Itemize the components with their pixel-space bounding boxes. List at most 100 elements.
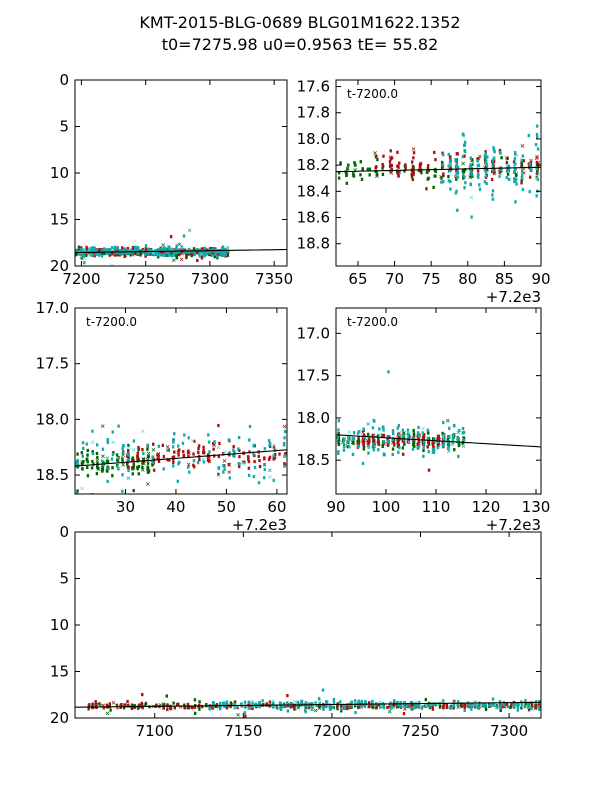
data-point bbox=[317, 697, 321, 701]
data-point bbox=[321, 704, 324, 708]
axes-frame bbox=[74, 531, 542, 719]
data-point bbox=[484, 170, 488, 174]
data-point bbox=[522, 159, 525, 163]
data-point bbox=[175, 244, 178, 248]
data-point bbox=[418, 167, 422, 171]
data-point bbox=[151, 455, 154, 459]
data-point bbox=[373, 151, 377, 155]
data-point bbox=[141, 465, 144, 469]
data-point bbox=[354, 704, 357, 708]
x-tick-label: 75 bbox=[422, 270, 441, 288]
data-point bbox=[93, 248, 96, 252]
data-point bbox=[381, 164, 385, 168]
data-point bbox=[121, 460, 124, 464]
data-point bbox=[390, 163, 393, 168]
data-point bbox=[173, 450, 176, 454]
data-point bbox=[209, 251, 212, 255]
data-point bbox=[401, 428, 405, 432]
data-point bbox=[432, 444, 435, 448]
panel-p4: 90 100 110 120 130 17.0 17.5 18.0 18.5 t-7200.0 +7… bbox=[297, 307, 550, 534]
data-point bbox=[167, 252, 171, 256]
data-point bbox=[395, 169, 399, 173]
data-point bbox=[520, 702, 524, 706]
data-point bbox=[137, 472, 141, 476]
data-point bbox=[193, 698, 197, 702]
data-point bbox=[214, 252, 217, 256]
data-point bbox=[352, 173, 355, 177]
data-point bbox=[476, 159, 479, 163]
data-point bbox=[180, 252, 184, 256]
data-point bbox=[376, 440, 380, 444]
data-point bbox=[528, 190, 531, 194]
data-point bbox=[360, 704, 363, 708]
data-point bbox=[378, 705, 382, 709]
data-point bbox=[527, 133, 531, 138]
data-point bbox=[403, 704, 406, 708]
data-point bbox=[121, 473, 124, 477]
data-point bbox=[257, 454, 260, 459]
data-point bbox=[96, 443, 99, 447]
data-point bbox=[213, 440, 216, 444]
data-point bbox=[106, 469, 109, 473]
data-point bbox=[203, 251, 206, 255]
data-point bbox=[228, 453, 231, 457]
data-point bbox=[433, 174, 436, 178]
data-point bbox=[499, 167, 503, 171]
data-point bbox=[442, 443, 445, 447]
data-point bbox=[357, 436, 360, 440]
data-point bbox=[440, 160, 444, 165]
data-point bbox=[471, 704, 474, 709]
data-point bbox=[123, 703, 127, 707]
data-point bbox=[90, 246, 94, 250]
data-point bbox=[528, 175, 532, 179]
data-point bbox=[404, 166, 407, 171]
data-point bbox=[87, 501, 89, 504]
data-point bbox=[364, 701, 368, 705]
data-point bbox=[225, 706, 229, 710]
data-point bbox=[407, 440, 412, 444]
data-point bbox=[426, 177, 429, 181]
data-point bbox=[177, 444, 180, 448]
data-point bbox=[426, 166, 430, 170]
data-point bbox=[442, 180, 445, 184]
data-point bbox=[258, 705, 262, 709]
data-point bbox=[392, 699, 396, 703]
data-point bbox=[441, 163, 445, 167]
data-point bbox=[243, 700, 247, 704]
y-tick-label: 15 bbox=[50, 211, 69, 229]
data-point bbox=[161, 443, 165, 447]
data-point bbox=[476, 169, 480, 173]
data-point bbox=[367, 701, 371, 705]
data-point bbox=[410, 703, 414, 707]
data-point bbox=[404, 163, 407, 167]
data-point bbox=[151, 442, 155, 446]
data-point bbox=[178, 460, 181, 464]
data-point bbox=[166, 703, 169, 707]
data-point bbox=[391, 452, 394, 457]
data-point bbox=[82, 254, 86, 258]
data-point bbox=[127, 704, 130, 708]
data-point bbox=[372, 438, 375, 443]
x-tick-label: 90 bbox=[326, 498, 345, 516]
data-point bbox=[183, 251, 186, 255]
data-point bbox=[141, 247, 144, 252]
data-point bbox=[527, 708, 531, 712]
data-point bbox=[492, 146, 495, 150]
data-point bbox=[127, 443, 130, 448]
data-point bbox=[126, 465, 130, 469]
data-point bbox=[304, 710, 307, 714]
data-point bbox=[403, 707, 407, 711]
data-point bbox=[207, 459, 212, 464]
data-points bbox=[75, 423, 287, 504]
data-point bbox=[513, 157, 517, 161]
data-point bbox=[325, 700, 329, 704]
data-point bbox=[456, 152, 459, 156]
data-points bbox=[336, 370, 467, 472]
data-point bbox=[388, 155, 393, 160]
data-point bbox=[505, 169, 509, 173]
data-point bbox=[132, 465, 135, 469]
data-point bbox=[440, 434, 445, 439]
data-point bbox=[290, 702, 293, 706]
data-point bbox=[267, 439, 271, 443]
data-point bbox=[398, 446, 401, 450]
